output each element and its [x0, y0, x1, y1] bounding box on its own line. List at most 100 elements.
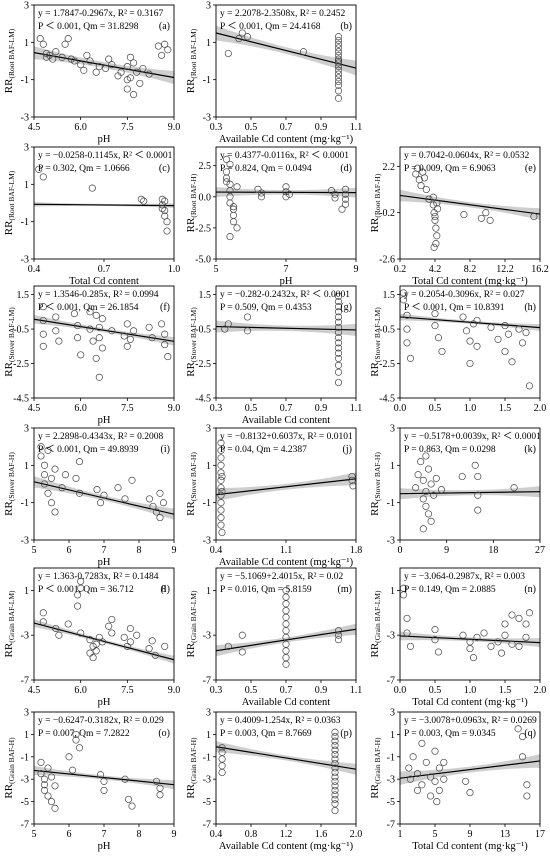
- data-point: [55, 337, 63, 345]
- data-point: [98, 638, 106, 646]
- data-point: [217, 476, 225, 484]
- data-point: [334, 51, 343, 59]
- data-point: [68, 766, 77, 774]
- data-point: [334, 334, 343, 342]
- panel-label: (n): [524, 584, 536, 595]
- data-point: [229, 211, 238, 219]
- data-point: [224, 49, 232, 58]
- data-point: [89, 337, 97, 345]
- x-tick-label: 0.5: [429, 685, 442, 696]
- stats-label: P ＜ 0.001, Qm = 10.8391: [404, 303, 505, 313]
- panel-label: (p): [340, 728, 352, 739]
- data-point: [149, 502, 157, 510]
- x-tick-label: 1.1: [280, 545, 293, 556]
- data-point: [331, 777, 339, 785]
- x-tick-label: 9.0: [168, 685, 181, 696]
- x-tick-label: 0.0: [394, 685, 407, 696]
- x-tick-label: 0.5: [245, 685, 258, 696]
- equation-label: y = 1.7847-0.2967x, R² = 0.3167: [38, 9, 163, 19]
- data-point: [156, 791, 164, 799]
- data-point: [152, 777, 161, 785]
- y-axis-label: RR(Grain BAF-LM): [185, 590, 198, 657]
- data-point: [238, 631, 246, 639]
- data-point: [95, 373, 103, 381]
- data-point: [218, 487, 226, 496]
- data-point: [406, 642, 415, 650]
- x-axis-label: Total Cd content (mg·kg⁻¹): [412, 841, 528, 852]
- data-point: [334, 308, 343, 316]
- data-point: [96, 771, 105, 779]
- data-point: [39, 40, 47, 48]
- data-point: [334, 631, 343, 639]
- y-tick-label: -1: [203, 75, 211, 86]
- equation-label: y = −0.0258-0.1145x, R² ＜ 0.0001: [38, 151, 173, 161]
- stats-label: P ＜ 0.001, Qm = 24.4168: [220, 22, 321, 32]
- x-tick-label: 16.2: [531, 264, 549, 275]
- panel-a: 4.5 6.0 7.5 9.0 -3 -1 1 3 y = 1.7847-0.2967x, R²…: [3, 1, 180, 146]
- x-axis-label: pH: [98, 557, 111, 568]
- x-tick-label: 0.9: [315, 122, 328, 133]
- data-point: [412, 484, 420, 492]
- equation-label: y = −3.064-0.2987x, R² = 0.003: [404, 572, 525, 582]
- data-point: [331, 795, 339, 803]
- data-point: [156, 514, 164, 522]
- y-tick-label: -7: [387, 820, 395, 831]
- panel-n: 0.0 0.5 1.0 1.5 2.0 -7 -3 1 y = −3.064-0.2987x, …: [369, 567, 546, 708]
- data-point: [75, 458, 84, 466]
- data-point: [282, 647, 290, 655]
- y-tick-label: -0.5: [379, 325, 395, 336]
- data-point: [518, 753, 527, 761]
- data-point: [52, 624, 60, 633]
- x-tick-label: 7: [102, 829, 107, 840]
- x-tick-label: 0.9: [315, 685, 328, 696]
- data-point: [282, 660, 290, 668]
- regression-line: [216, 478, 356, 496]
- data-point: [77, 584, 85, 592]
- data-point: [86, 57, 94, 65]
- data-point: [100, 786, 108, 794]
- data-point: [218, 762, 226, 770]
- data-point: [334, 70, 343, 78]
- data-point: [77, 577, 85, 585]
- data-point: [334, 94, 343, 102]
- panel-label: (o): [158, 728, 170, 739]
- x-tick-label: 1.2: [280, 829, 293, 840]
- y-tick-label: -0.2: [379, 208, 395, 219]
- data-point: [61, 471, 70, 479]
- data-point: [222, 155, 231, 163]
- data-point: [158, 320, 166, 328]
- panel-label: (d): [340, 163, 352, 174]
- data-point: [334, 297, 343, 306]
- data-point: [108, 327, 116, 335]
- data-point: [217, 521, 225, 529]
- data-point: [95, 63, 103, 71]
- x-axis-label: Available Cd content: [242, 697, 331, 708]
- data-point: [47, 474, 56, 482]
- panel-label: (l): [161, 584, 170, 595]
- data-point: [334, 328, 343, 337]
- data-point: [431, 322, 439, 330]
- regression-line: [400, 760, 540, 779]
- data-point: [145, 70, 153, 78]
- x-tick-label: 0.8: [245, 829, 258, 840]
- stats-label: P = 0.863, Qm = 0.0298: [404, 445, 496, 455]
- data-point: [331, 764, 339, 772]
- data-point: [39, 316, 47, 325]
- data-point: [40, 471, 49, 479]
- x-tick-label: 0.5: [429, 403, 442, 414]
- panel-label: (a): [159, 21, 170, 32]
- data-point: [217, 506, 225, 514]
- data-point: [431, 216, 439, 224]
- data-point: [121, 775, 129, 783]
- y-tick-label: 2.5: [199, 161, 212, 172]
- data-point: [218, 755, 226, 763]
- y-tick-label: -1: [203, 752, 211, 763]
- data-point: [341, 190, 350, 198]
- data-point: [522, 633, 530, 641]
- data-point: [425, 195, 433, 203]
- data-point: [218, 744, 226, 752]
- data-point: [508, 358, 516, 366]
- equation-label: y = 0.2054-0.3096x, R² = 0.027: [404, 290, 525, 300]
- data-point: [37, 443, 45, 451]
